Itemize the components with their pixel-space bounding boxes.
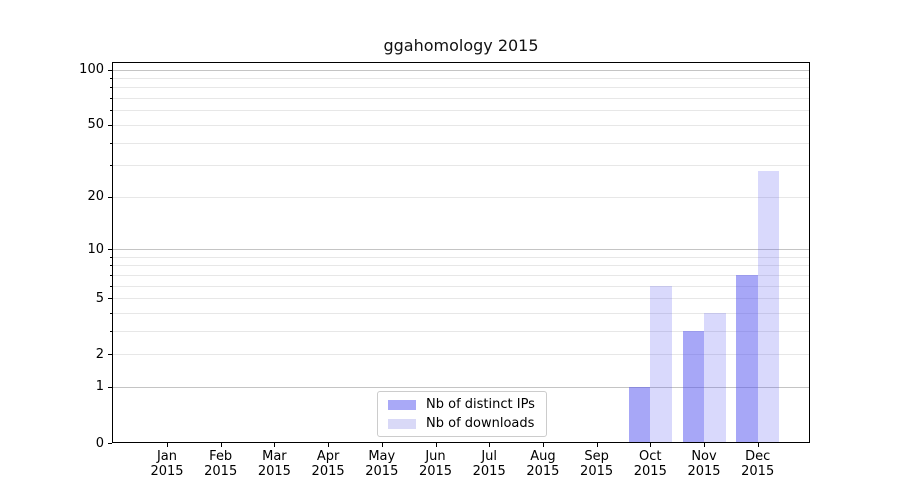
- y-gridline-minor-4: [112, 312, 810, 314]
- y-gridline-2: [112, 354, 810, 356]
- y-gridline-5: [112, 298, 810, 300]
- x-tick-label-oct-2015: Oct 2015: [633, 449, 667, 479]
- x-tick-mark-aug-2015: [542, 443, 544, 447]
- y-tick-mark-50: [108, 124, 112, 126]
- legend-swatch-downloads-icon: [388, 418, 416, 429]
- y-gridline-1: [112, 386, 810, 388]
- y-gridline-100: [112, 69, 810, 71]
- y-tick-mark-100: [108, 69, 112, 71]
- y-tick-label-5: 5: [95, 290, 104, 306]
- y-gridline-minor-70: [112, 98, 810, 100]
- y-minor-tick-mark-30: [110, 165, 112, 167]
- y-minor-tick-mark-80: [110, 87, 112, 89]
- y-minor-tick-mark-70: [110, 98, 112, 100]
- y-minor-tick-mark-90: [110, 78, 112, 80]
- y-minor-tick-mark-40: [110, 142, 112, 144]
- x-tick-mark-dec-2015: [757, 443, 759, 447]
- y-tick-label-10: 10: [87, 241, 104, 257]
- bar-nb-of-downloads-nov-2015: [704, 312, 726, 443]
- bar-nb-of-downloads-dec-2015: [757, 170, 780, 443]
- y-minor-tick-mark-4: [110, 312, 112, 314]
- y-tick-label-0: 0: [95, 435, 104, 451]
- y-gridline-minor-9: [112, 256, 810, 258]
- x-tick-label-jun-2015: Jun 2015: [418, 449, 453, 479]
- x-tick-mark-apr-2015: [328, 443, 330, 447]
- x-tick-mark-feb-2015: [220, 443, 222, 447]
- y-tick-label-1: 1: [95, 379, 104, 395]
- y-gridline-50: [112, 124, 810, 126]
- x-tick-label-aug-2015: Aug 2015: [526, 449, 560, 479]
- y-gridline-minor-40: [112, 142, 810, 144]
- y-gridline-minor-60: [112, 110, 810, 112]
- y-gridline-minor-6: [112, 285, 810, 287]
- x-tick-label-nov-2015: Nov 2015: [687, 449, 721, 479]
- legend-label-downloads: Nb of downloads: [426, 415, 535, 431]
- y-minor-tick-mark-6: [110, 285, 112, 287]
- y-minor-tick-mark-3: [110, 330, 112, 332]
- y-tick-mark-2: [108, 354, 112, 356]
- x-tick-mark-jan-2015: [167, 443, 168, 447]
- legend-item-downloads: Nb of downloads: [388, 415, 536, 431]
- y-tick-label-50: 50: [87, 117, 104, 133]
- y-minor-tick-mark-8: [110, 265, 112, 267]
- y-tick-mark-1: [108, 386, 112, 388]
- y-gridline-minor-90: [112, 78, 810, 80]
- bar-nb-of-distinct-ips-oct-2015: [628, 386, 651, 443]
- y-minor-tick-mark-9: [110, 256, 112, 258]
- y-tick-mark-0: [108, 443, 112, 444]
- y-tick-mark-10: [108, 249, 112, 250]
- y-gridline-minor-3: [112, 330, 810, 332]
- y-minor-tick-mark-7: [110, 274, 112, 276]
- y-gridline-minor-30: [112, 165, 810, 167]
- x-tick-label-dec-2015: Dec 2015: [741, 449, 775, 479]
- x-tick-mark-mar-2015: [274, 443, 276, 447]
- x-tick-mark-jun-2015: [435, 443, 437, 447]
- y-minor-tick-mark-60: [110, 110, 112, 112]
- x-tick-mark-oct-2015: [650, 443, 652, 447]
- legend: Nb of distinct IPs Nb of downloads: [377, 391, 547, 437]
- bar-nb-of-downloads-oct-2015: [650, 285, 672, 443]
- y-tick-label-100: 100: [79, 62, 104, 78]
- bar-nb-of-distinct-ips-nov-2015: [682, 330, 704, 443]
- y-tick-label-2: 2: [95, 346, 104, 362]
- legend-label-distinct-ips: Nb of distinct IPs: [426, 396, 535, 412]
- y-tick-mark-5: [108, 298, 112, 300]
- x-tick-label-mar-2015: Mar 2015: [257, 449, 291, 479]
- chart-title: ggahomology 2015: [383, 36, 539, 55]
- x-tick-label-apr-2015: Apr 2015: [311, 449, 345, 479]
- y-gridline-20: [112, 196, 810, 198]
- x-tick-mark-jul-2015: [489, 443, 491, 447]
- x-tick-label-sep-2015: Sep 2015: [580, 449, 614, 479]
- x-tick-label-feb-2015: Feb 2015: [204, 449, 238, 479]
- legend-swatch-distinct-ips-icon: [388, 399, 416, 410]
- x-tick-mark-sep-2015: [596, 443, 598, 447]
- x-tick-label-jul-2015: Jul 2015: [472, 449, 506, 479]
- y-gridline-minor-80: [112, 87, 810, 89]
- x-tick-mark-may-2015: [381, 443, 383, 447]
- bar-nb-of-distinct-ips-dec-2015: [736, 274, 758, 443]
- y-gridline-minor-8: [112, 265, 810, 267]
- legend-item-distinct-ips: Nb of distinct IPs: [388, 396, 536, 412]
- y-tick-label-20: 20: [87, 189, 104, 205]
- y-tick-mark-20: [108, 196, 112, 198]
- x-tick-label-may-2015: May 2015: [365, 449, 399, 479]
- y-gridline-10: [112, 249, 810, 250]
- x-tick-mark-nov-2015: [704, 443, 705, 447]
- x-tick-label-jan-2015: Jan 2015: [150, 449, 184, 479]
- y-gridline-minor-7: [112, 274, 810, 276]
